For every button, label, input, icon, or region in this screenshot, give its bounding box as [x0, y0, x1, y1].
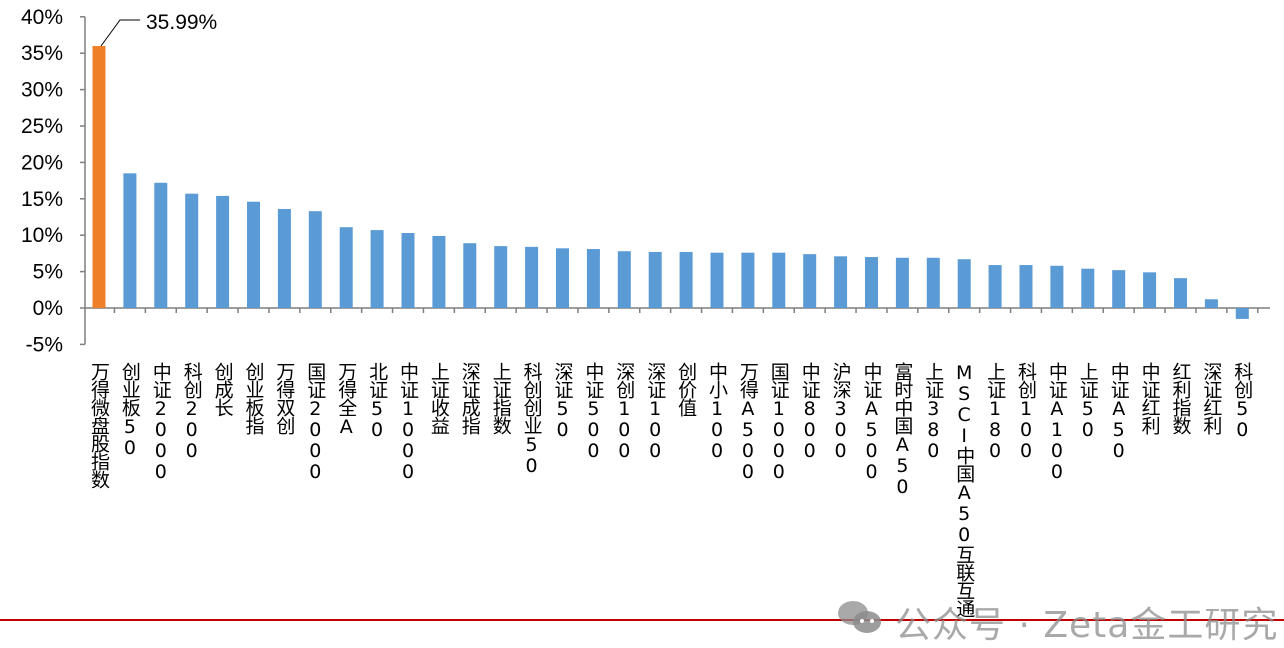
bar — [957, 259, 971, 308]
x-tick-label: 创业板指 — [243, 362, 265, 435]
bar — [277, 208, 291, 308]
bar — [1112, 270, 1126, 308]
y-tick-label: 25% — [21, 115, 63, 138]
x-tick-label: 万得双创 — [273, 362, 295, 435]
x-tick-label: 科创50 — [1231, 362, 1253, 440]
bar — [1204, 299, 1218, 308]
bar — [741, 252, 755, 308]
bar — [494, 246, 508, 308]
x-tick-label: 红利指数 — [1170, 362, 1192, 435]
x-tick-label: 沪深300 — [830, 362, 852, 461]
x-tick-label: 中证2000 — [150, 362, 172, 482]
x-tick-label: 中证A100 — [1046, 362, 1068, 482]
x-tick-label: 中小100 — [706, 362, 728, 461]
bar — [463, 243, 477, 308]
x-tick-label: 国证2000 — [304, 362, 326, 482]
bar — [432, 235, 446, 308]
bar — [1050, 265, 1064, 308]
divider-line — [0, 619, 1284, 621]
y-tick-label: 40% — [21, 6, 63, 29]
bar — [834, 256, 848, 308]
bar — [865, 257, 878, 308]
y-tick-label: -5% — [26, 333, 63, 356]
x-tick-label: 万得A500 — [737, 362, 759, 482]
x-tick-label: 北证50 — [366, 362, 388, 440]
x-tick-label: 上证50 — [1077, 362, 1099, 440]
bar — [895, 257, 909, 308]
y-tick-label: 5% — [33, 261, 63, 284]
x-tick-label: 创业板50 — [119, 362, 141, 458]
bar — [679, 251, 693, 308]
bar — [185, 193, 199, 308]
x-tick-label: 中证1000 — [397, 362, 419, 482]
x-tick-label: 创价值 — [675, 362, 697, 417]
x-tick-label: 深创100 — [613, 362, 635, 461]
x-tick-label: 上证收益 — [428, 362, 450, 434]
x-tick-label: 中证红利 — [1139, 362, 1161, 435]
x-tick-label: 中证A500 — [861, 362, 883, 482]
bar — [339, 227, 353, 308]
bar — [1081, 268, 1095, 308]
y-tick-label: 35% — [21, 42, 63, 65]
x-tick-label: 上证指数 — [490, 362, 512, 435]
y-tick-label: 30% — [21, 79, 63, 102]
bar — [710, 252, 724, 308]
x-tick-label: 创成长 — [212, 362, 234, 417]
bar — [1143, 272, 1157, 308]
bar — [648, 251, 662, 308]
bar — [92, 45, 106, 309]
y-tick-label: 0% — [33, 297, 63, 320]
bar — [123, 173, 137, 308]
bar — [803, 254, 817, 308]
bar — [1235, 308, 1249, 319]
annotation-label: 35.99% — [146, 11, 217, 34]
bar — [370, 230, 384, 308]
x-tick-label: 富时中国A50 — [891, 362, 913, 497]
x-tick-label: 科创100 — [1015, 362, 1037, 461]
bar — [772, 252, 786, 308]
bar — [308, 211, 322, 308]
x-tick-label: 科创创业50 — [521, 362, 543, 476]
x-tick-label: MSCI中国A50互联互通 — [953, 362, 975, 618]
wechat-icon — [838, 601, 881, 633]
x-tick-label: 深证红利 — [1200, 362, 1222, 435]
bar — [525, 246, 539, 308]
bar — [1174, 278, 1187, 308]
bar — [926, 257, 940, 308]
x-tick-label: 深证100 — [644, 362, 666, 461]
x-tick-label: 上证180 — [984, 362, 1006, 461]
x-tick-label: 深证50 — [552, 362, 574, 440]
x-tick-label: 上证380 — [922, 362, 944, 461]
y-tick-label: 15% — [21, 188, 63, 211]
bar — [988, 265, 1002, 308]
bar — [216, 195, 230, 308]
x-tick-label: 中证800 — [799, 362, 821, 461]
x-tick-label: 国证1000 — [768, 362, 790, 482]
bar — [154, 182, 168, 308]
watermark: 公众号 · Zeta金工研究 — [895, 605, 1279, 646]
x-tick-label: 科创200 — [181, 362, 203, 461]
x-tick-label: 深证成指 — [459, 362, 481, 435]
x-tick-label: 万得全A — [335, 362, 357, 437]
x-tick-label: 中证500 — [582, 362, 604, 461]
bar — [1019, 265, 1033, 308]
bar — [617, 251, 631, 308]
y-tick-label: 10% — [21, 224, 63, 247]
y-tick-label: 20% — [21, 151, 63, 174]
x-tick-label: 万得微盘股指数 — [88, 362, 110, 489]
bar — [247, 201, 260, 308]
bar — [586, 249, 600, 308]
bar — [401, 233, 415, 308]
annotation-leader — [100, 19, 140, 47]
bar — [556, 248, 569, 308]
x-tick-label: 中证A50 — [1108, 362, 1130, 461]
